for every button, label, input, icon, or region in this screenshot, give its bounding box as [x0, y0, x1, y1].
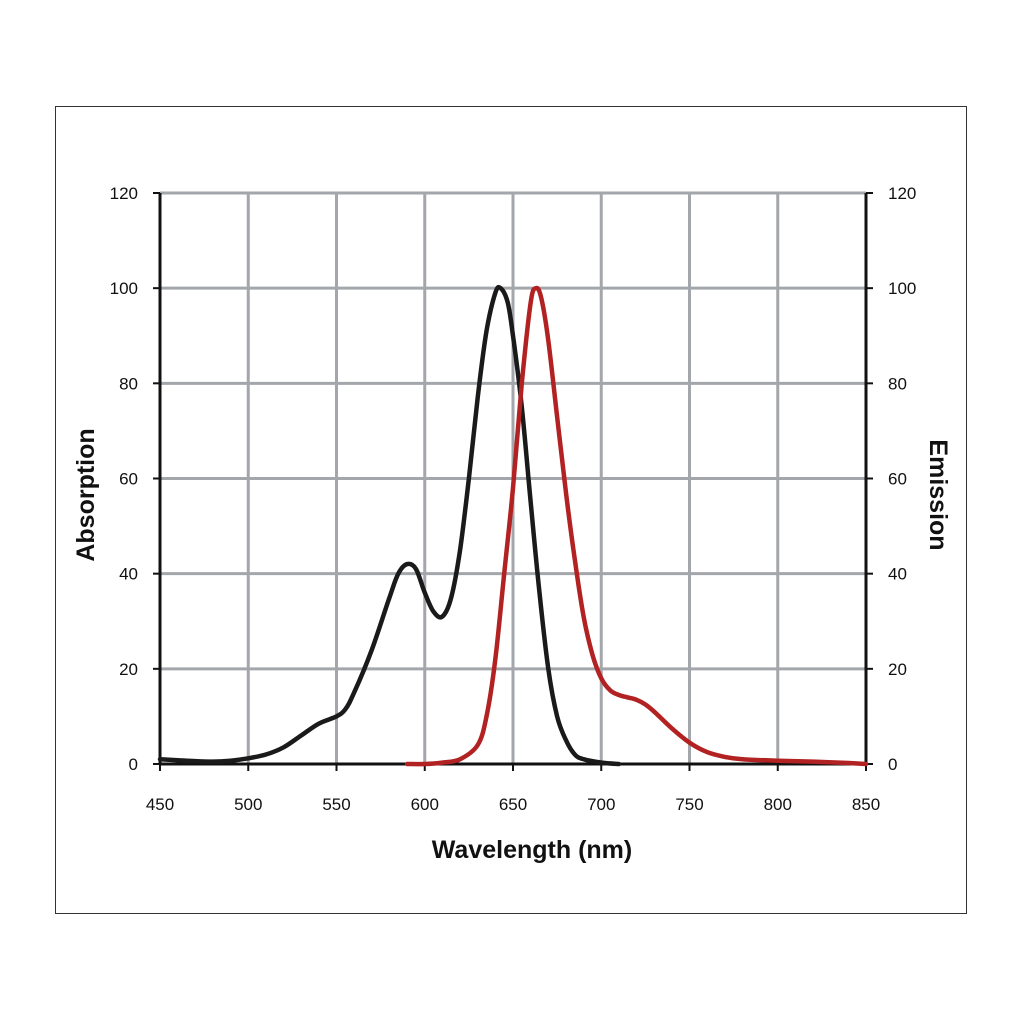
x-tick-label: 600 — [411, 795, 439, 814]
y-tick-label-left: 120 — [110, 184, 138, 203]
y-tick-label-right: 20 — [888, 660, 907, 679]
x-tick-label: 550 — [322, 795, 350, 814]
y-tick-label-right: 40 — [888, 565, 907, 584]
y-tick-label-right: 0 — [888, 755, 897, 774]
axes — [153, 192, 873, 771]
x-tick-label: 650 — [499, 795, 527, 814]
absorption-series-line — [157, 284, 622, 767]
y-tick-label-right: 60 — [888, 470, 907, 489]
y-tick-label-left: 60 — [119, 470, 138, 489]
y-tick-label-left: 80 — [119, 374, 138, 393]
y-tick-label-left: 0 — [129, 755, 138, 774]
x-axis-title: Wavelength (nm) — [432, 836, 632, 864]
series-group — [157, 284, 869, 767]
right-axis-title: Emission — [924, 439, 952, 550]
y-tick-label-right: 120 — [888, 184, 916, 203]
x-tick-label: 750 — [675, 795, 703, 814]
x-tick-label: 800 — [764, 795, 792, 814]
y-tick-label-right: 80 — [888, 374, 907, 393]
x-tick-label: 450 — [146, 795, 174, 814]
x-tick-label: 700 — [587, 795, 615, 814]
x-tick-label: 500 — [234, 795, 262, 814]
y-tick-label-right: 100 — [888, 279, 916, 298]
emission-series-line — [404, 285, 869, 767]
y-tick-label-left: 100 — [110, 279, 138, 298]
left-axis-title: Absorption — [72, 428, 100, 561]
tick-labels: 450 500 550 600 650 700 750 800 850 0 0 20 20 40 40 60 6… — [110, 184, 917, 814]
y-tick-label-left: 40 — [119, 565, 138, 584]
x-tick-label: 850 — [852, 795, 880, 814]
y-tick-label-left: 20 — [119, 660, 138, 679]
